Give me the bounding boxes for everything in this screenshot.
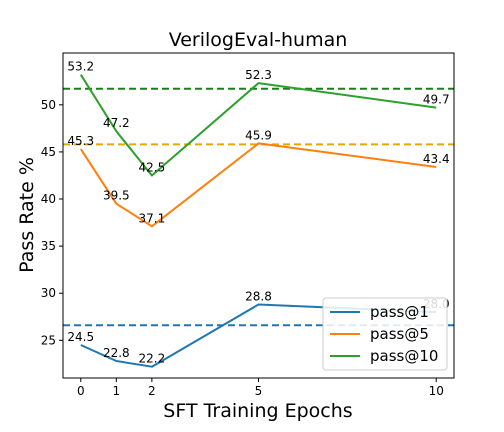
series-lines: [79, 74, 437, 368]
series-line-pass-at-10: [79, 74, 437, 177]
data-label-pass-at-5: 45.9: [245, 128, 272, 142]
legend-label-pass-at-5: pass@5: [370, 325, 429, 343]
data-label-pass-at-1: 22.8: [103, 346, 130, 360]
data-label-pass-at-1: 22.2: [139, 352, 166, 366]
y-tick-label: 45: [41, 145, 56, 159]
x-tick-label: 0: [77, 384, 85, 398]
data-label-pass-at-10: 49.7: [423, 93, 450, 107]
legend-label-pass-at-1: pass@1: [370, 303, 429, 321]
data-label-pass-at-5: 37.1: [139, 211, 166, 225]
legend-box: [322, 297, 448, 371]
x-tick-label: 1: [112, 384, 120, 398]
x-tick-label: 5: [255, 384, 263, 398]
series-line-pass-at-5: [79, 142, 437, 228]
data-label-pass-at-10: 42.5: [139, 160, 166, 174]
y-tick-label: 25: [41, 333, 56, 347]
x-axis-ticks: 0 1 2 5 10: [77, 378, 444, 398]
data-label-pass-at-10: 52.3: [245, 68, 272, 82]
x-tick-label: 2: [148, 384, 156, 398]
x-tick-label: 10: [429, 384, 444, 398]
legend-label-pass-at-10: pass@10: [370, 347, 438, 365]
data-label-pass-at-5: 45.3: [67, 134, 94, 148]
y-tick-label: 35: [41, 239, 56, 253]
data-label-pass-at-10: 53.2: [67, 60, 94, 74]
data-label-pass-at-1: 28.8: [245, 290, 272, 304]
y-tick-label: 50: [41, 98, 56, 112]
series-line-pass-at-1: [80, 303, 437, 368]
data-label-pass-at-5: 39.5: [103, 189, 130, 203]
x-axis-title: SFT Training Epochs: [163, 400, 352, 422]
chart-title: VerilogEval-human: [169, 29, 348, 51]
legend: pass@1 pass@5 pass@10: [322, 297, 448, 371]
y-axis-ticks: 25 30 35 40 45 50: [41, 98, 63, 347]
data-label-pass-at-1: 24.5: [67, 330, 94, 344]
y-tick-label: 40: [41, 192, 56, 206]
y-axis-title: Pass Rate %: [16, 157, 38, 273]
y-tick-label: 30: [41, 286, 56, 300]
data-label-pass-at-5: 43.4: [423, 152, 450, 166]
data-label-pass-at-10: 47.2: [103, 116, 130, 130]
